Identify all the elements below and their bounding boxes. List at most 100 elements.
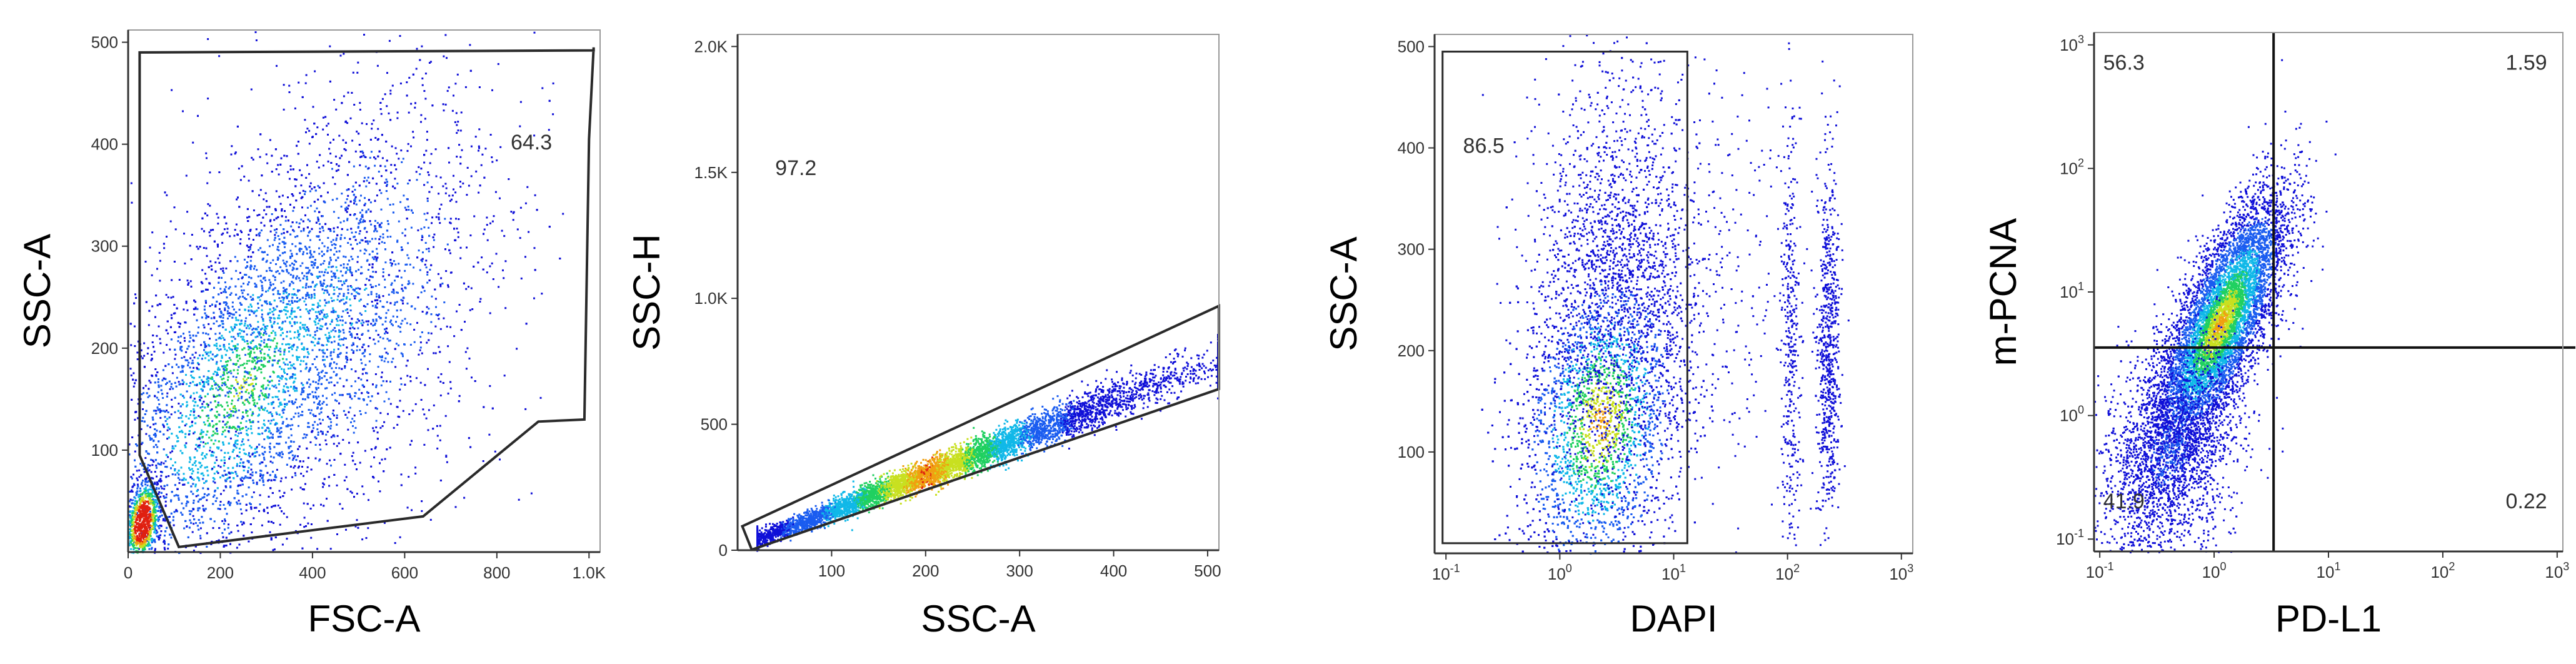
data-point <box>193 392 195 395</box>
data-point <box>364 284 367 286</box>
data-point <box>170 536 173 539</box>
data-point <box>247 256 249 258</box>
data-point <box>178 336 180 338</box>
data-point <box>241 512 243 515</box>
data-point <box>143 387 144 390</box>
data-point <box>249 374 252 376</box>
data-point <box>183 477 185 480</box>
data-point <box>301 391 303 393</box>
data-point <box>174 473 177 476</box>
data-point <box>166 466 168 468</box>
data-point <box>224 365 227 368</box>
data-point <box>347 292 349 294</box>
data-point <box>269 448 271 450</box>
data-point <box>258 409 261 411</box>
data-point <box>248 466 250 469</box>
data-point <box>230 292 233 294</box>
data-point <box>368 279 371 281</box>
data-point <box>209 518 212 520</box>
data-point <box>131 398 133 401</box>
data-point <box>235 311 238 313</box>
data-point <box>168 380 171 383</box>
data-point <box>246 434 249 436</box>
data-point <box>251 474 254 476</box>
data-point <box>386 184 388 187</box>
data-point <box>333 340 336 343</box>
data-point <box>210 387 213 390</box>
data-point <box>364 220 366 223</box>
data-point <box>273 446 276 448</box>
data-point <box>213 344 216 346</box>
data-point <box>199 383 201 385</box>
data-point <box>213 373 215 375</box>
data-point <box>281 510 283 513</box>
data-point <box>321 250 323 253</box>
data-point <box>359 102 361 104</box>
data-point <box>241 483 244 486</box>
data-point <box>298 222 301 224</box>
data-point <box>359 151 362 153</box>
data-point <box>374 299 376 301</box>
data-point <box>351 258 354 260</box>
data-point <box>374 228 377 230</box>
data-point <box>262 453 264 456</box>
data-point <box>318 342 320 345</box>
data-point <box>293 268 295 270</box>
data-point <box>230 326 233 328</box>
data-point <box>269 321 272 323</box>
data-point <box>193 405 196 407</box>
data-point <box>309 239 311 241</box>
data-point <box>220 459 223 461</box>
data-point <box>194 422 197 425</box>
data-point <box>283 385 285 388</box>
data-point <box>247 428 249 430</box>
data-point <box>228 425 231 428</box>
data-point <box>161 393 164 395</box>
data-point <box>330 311 333 313</box>
data-point <box>224 436 227 438</box>
data-point <box>134 465 137 468</box>
data-point <box>354 336 356 339</box>
data-point <box>149 246 151 249</box>
data-point <box>370 448 373 451</box>
data-point <box>169 428 171 430</box>
data-point <box>148 435 151 437</box>
data-point <box>338 353 341 355</box>
data-point <box>254 448 256 450</box>
data-point <box>242 401 244 404</box>
data-point <box>272 329 274 332</box>
data-point <box>281 215 283 218</box>
data-point <box>229 359 232 361</box>
data-point <box>349 238 351 240</box>
data-point <box>206 453 208 456</box>
data-point <box>265 328 268 330</box>
data-point <box>164 530 167 533</box>
data-point <box>199 462 201 465</box>
data-point <box>219 336 221 339</box>
data-point <box>250 425 253 428</box>
data-point <box>195 444 198 446</box>
data-point <box>205 278 208 280</box>
data-point <box>286 303 288 305</box>
data-point <box>258 433 261 435</box>
data-point <box>293 363 295 365</box>
data-point <box>301 196 304 198</box>
data-point <box>210 439 213 441</box>
data-point <box>389 259 392 261</box>
data-point <box>283 491 286 494</box>
data-point <box>284 306 286 308</box>
data-point <box>175 385 178 388</box>
data-point <box>216 433 219 435</box>
data-point <box>328 228 330 230</box>
data-point <box>141 393 143 396</box>
data-point <box>333 361 336 364</box>
data-point <box>314 259 316 261</box>
data-point <box>273 337 276 340</box>
data-point <box>246 360 249 362</box>
data-point <box>174 381 176 384</box>
data-point <box>291 221 294 224</box>
data-point <box>331 279 333 281</box>
data-point <box>318 338 320 340</box>
data-point <box>226 426 228 428</box>
data-point <box>282 408 284 411</box>
